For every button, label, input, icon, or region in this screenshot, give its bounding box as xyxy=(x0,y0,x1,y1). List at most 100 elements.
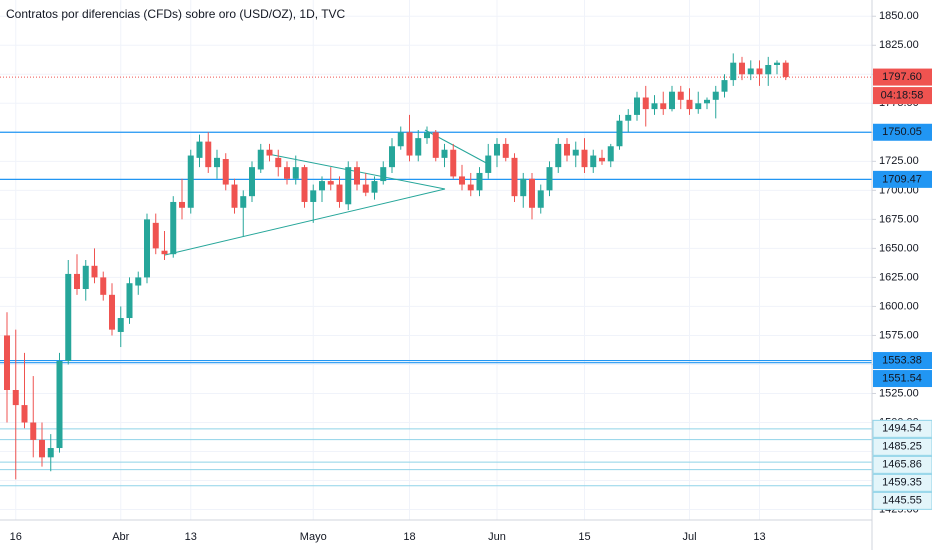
candle-body xyxy=(739,62,745,75)
x-tick-label: 18 xyxy=(403,531,415,543)
candle-body xyxy=(266,149,273,156)
candle-body xyxy=(529,178,535,208)
candle-body xyxy=(91,265,98,278)
candle-body xyxy=(371,181,378,193)
candle-body xyxy=(56,360,63,449)
y-tick-label: 1650.00 xyxy=(879,242,919,254)
candle-body xyxy=(397,132,404,147)
candle-body xyxy=(82,265,89,290)
x-tick-label: 13 xyxy=(753,531,765,543)
candle-body xyxy=(336,184,343,202)
candle-body xyxy=(686,99,693,110)
level-label-box xyxy=(873,123,932,141)
candle-body xyxy=(765,65,772,75)
level-label-box xyxy=(873,370,932,388)
candles xyxy=(4,53,789,480)
candle-body xyxy=(100,277,107,295)
candle-body xyxy=(537,190,544,208)
candle-body xyxy=(581,149,588,168)
candle-body xyxy=(642,97,649,110)
candle-body xyxy=(459,176,465,185)
candle-body xyxy=(310,190,317,202)
candle-body xyxy=(275,157,282,168)
candle-body xyxy=(616,120,623,147)
candle-body xyxy=(389,146,395,168)
candle-body xyxy=(327,181,334,185)
trendline xyxy=(164,188,446,256)
candle-body xyxy=(196,141,203,158)
level-label-box xyxy=(872,491,932,510)
level-label: 1494.54 xyxy=(882,423,922,435)
candle-body xyxy=(546,167,553,191)
y-tick-label: 1600.00 xyxy=(879,300,919,312)
y-tick-label: 1825.00 xyxy=(879,39,919,51)
candle-body xyxy=(117,318,124,332)
level-label-box xyxy=(872,473,932,492)
candle-body xyxy=(415,138,422,156)
candle-body xyxy=(170,201,177,255)
chart-title: Contratos por diferencias (CFDs) sobre o… xyxy=(6,7,346,21)
y-tick-label: 1525.00 xyxy=(879,387,919,399)
candle-body xyxy=(677,91,684,100)
level-label-box xyxy=(872,419,932,438)
y-tick-label: 1625.00 xyxy=(879,271,919,283)
level-label: 1485.25 xyxy=(882,441,922,453)
candle-body xyxy=(21,405,28,423)
candle-body xyxy=(625,114,632,121)
x-tick-label: 16 xyxy=(10,531,22,543)
level-label-box xyxy=(872,455,932,474)
candle-body xyxy=(607,146,614,162)
y-tick-label: 1675.00 xyxy=(879,213,919,225)
candle-body xyxy=(126,283,133,319)
level-label: 1551.54 xyxy=(882,372,922,384)
candle-body xyxy=(467,184,474,191)
level-label: 1553.38 xyxy=(882,354,922,366)
candle-body xyxy=(651,103,658,110)
candle-body xyxy=(730,62,737,81)
candle-body xyxy=(494,143,500,156)
level-label: 1465.86 xyxy=(882,459,922,471)
candle-body xyxy=(12,390,19,406)
candle-body xyxy=(590,155,597,168)
candle-body xyxy=(432,132,439,158)
candle-body xyxy=(712,91,719,100)
candle-body xyxy=(4,335,10,390)
level-label: 1750.05 xyxy=(882,126,922,138)
candle-body xyxy=(135,277,142,286)
candle-body xyxy=(231,184,238,208)
last-price-label: 1797.60 xyxy=(882,71,922,83)
candle-body xyxy=(564,143,570,156)
candle-body xyxy=(65,273,72,361)
candle-body xyxy=(695,103,702,110)
x-tick-label: Mayo xyxy=(300,531,327,543)
candle-body xyxy=(30,422,37,440)
candle-body xyxy=(450,149,457,177)
y-tick-label: 1725.00 xyxy=(879,155,919,167)
level-label: 1445.55 xyxy=(882,495,922,507)
candle-body xyxy=(406,132,413,156)
x-tick-label: Jun xyxy=(488,531,506,543)
candle-body xyxy=(187,155,194,208)
candle-body xyxy=(284,167,290,179)
candle-body xyxy=(144,219,150,278)
price-labels: 1750.05 1709.47 1553.38 1551.54 1494.54 1485.… xyxy=(872,68,932,510)
candle-body xyxy=(161,250,168,255)
last-price-box xyxy=(873,68,932,86)
candle-body xyxy=(782,62,789,78)
candle-body xyxy=(502,143,509,158)
candle-body xyxy=(222,159,229,185)
candle-body xyxy=(747,68,754,75)
level-label-box xyxy=(873,170,932,188)
candle-body xyxy=(634,97,640,115)
level-label-box xyxy=(873,352,932,370)
x-tick-label: Jul xyxy=(682,531,696,543)
candle-body xyxy=(520,178,527,197)
candle-body xyxy=(599,157,605,162)
candle-body xyxy=(301,167,308,202)
candle-body xyxy=(249,167,255,197)
candle-body xyxy=(756,68,763,75)
x-tick-label: Abr xyxy=(112,531,129,543)
candle-body xyxy=(704,99,710,104)
